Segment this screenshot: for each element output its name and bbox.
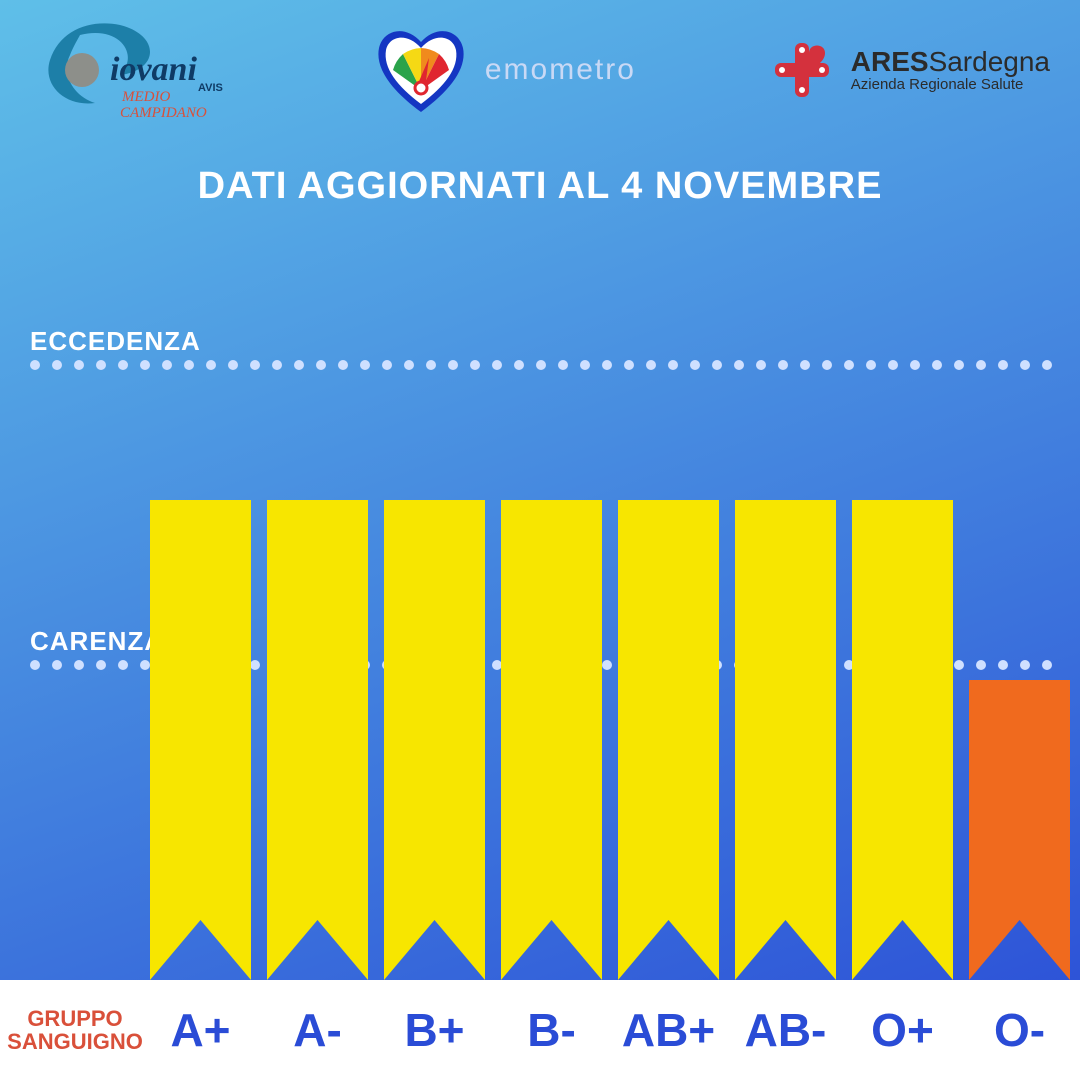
emometro-heart-icon <box>371 20 471 120</box>
ares-cross-icon <box>767 35 837 105</box>
bar-O-neg <box>969 680 1070 980</box>
bar-AB-neg <box>735 500 836 980</box>
bar-B-neg <box>501 500 602 980</box>
bar-A-neg <box>267 500 368 980</box>
ares-text: ARESSardegna Azienda Regionale Salute <box>851 48 1050 93</box>
group-label: A- <box>267 1003 368 1057</box>
bars-container <box>150 300 1070 980</box>
page-title: DATI AGGIORNATI AL 4 NOVEMBRE <box>0 165 1080 208</box>
footer-groups: A+ A- B+ B- AB+ AB- O+ O- <box>150 1003 1080 1057</box>
svg-text:AVIS: AVIS <box>198 82 223 94</box>
chart-area: ECCEDENZA CARENZA GRUPPO SANGUIGNO A+A-B… <box>0 300 1080 1080</box>
group-label: O+ <box>852 1003 953 1057</box>
logo-ares-sardegna: ARESSardegna Azienda Regionale Salute <box>767 35 1050 105</box>
group-label: AB+ <box>618 1003 719 1057</box>
svg-text:CAMPIDANO: CAMPIDANO <box>120 105 207 121</box>
infographic-canvas: iovani AVIS MEDIO CAMPIDANO emometro <box>0 0 1080 1080</box>
giovani-avis-icon: iovani AVIS MEDIO CAMPIDANO <box>30 15 240 125</box>
emometro-word: emometro <box>485 53 636 87</box>
logo-giovani-avis: iovani AVIS MEDIO CAMPIDANO <box>30 15 240 125</box>
group-label: AB- <box>735 1003 836 1057</box>
svg-text:iovani: iovani <box>110 51 197 88</box>
bar-AB-negpos <box>618 500 719 980</box>
footer-axis-label: GRUPPO SANGUIGNO <box>0 1007 150 1053</box>
group-label: B+ <box>384 1003 485 1057</box>
svg-text:MEDIO: MEDIO <box>121 89 170 105</box>
footer: GRUPPO SANGUIGNO A+ A- B+ B- AB+ AB- O+ O- <box>0 980 1080 1080</box>
label-carenza: CARENZA <box>30 626 164 657</box>
bar-O-negpos <box>852 500 953 980</box>
header: iovani AVIS MEDIO CAMPIDANO emometro <box>0 0 1080 130</box>
logo-emometro: emometro <box>371 20 636 120</box>
bar-B-negpos <box>384 500 485 980</box>
group-label: B- <box>501 1003 602 1057</box>
group-label: O- <box>969 1003 1070 1057</box>
bar-A-negpos <box>150 500 251 980</box>
group-label: A+ <box>150 1003 251 1057</box>
